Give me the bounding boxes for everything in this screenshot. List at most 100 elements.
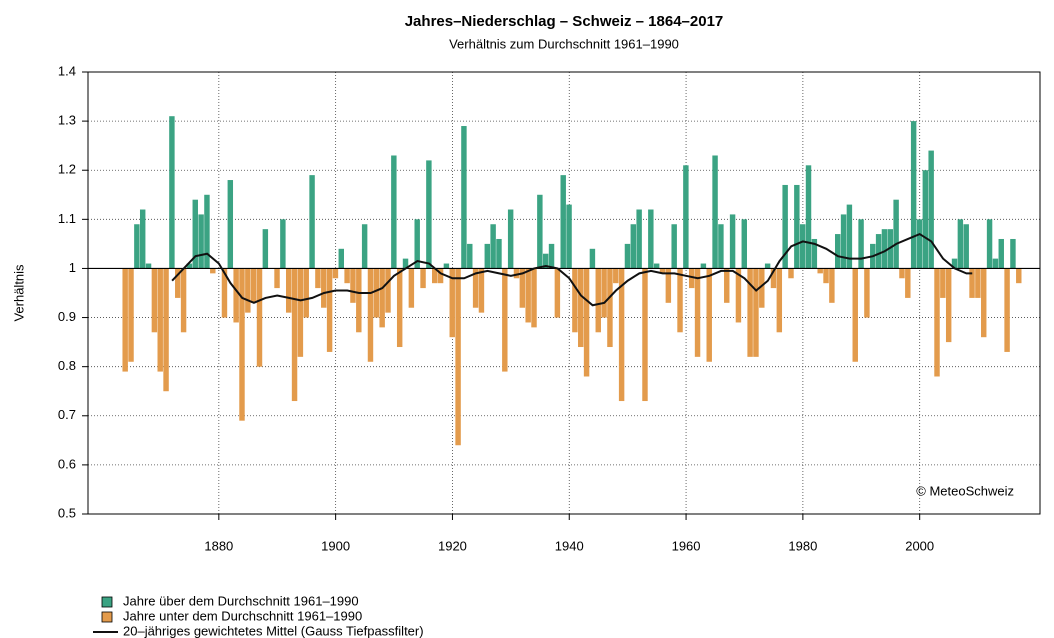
bar xyxy=(472,268,479,308)
bar xyxy=(420,268,426,289)
bar xyxy=(776,268,783,333)
bar xyxy=(998,238,1004,269)
bar xyxy=(449,268,455,338)
bar xyxy=(986,219,993,269)
bar xyxy=(548,243,555,269)
bar xyxy=(963,224,969,269)
plot-frame xyxy=(87,71,1041,515)
bar xyxy=(297,268,304,357)
bar xyxy=(613,268,619,284)
bar xyxy=(846,204,853,269)
bar xyxy=(525,268,531,323)
bar xyxy=(969,268,975,298)
bar xyxy=(659,268,666,274)
bar xyxy=(642,268,648,402)
bar xyxy=(332,268,339,279)
bar xyxy=(741,219,747,269)
bar xyxy=(496,238,502,269)
bar xyxy=(455,268,461,446)
bar xyxy=(408,268,415,308)
bar xyxy=(747,268,753,357)
bar xyxy=(303,268,309,318)
bar xyxy=(834,234,841,269)
bar xyxy=(560,175,566,269)
bar xyxy=(478,268,485,313)
bar xyxy=(572,268,578,333)
bar xyxy=(192,199,198,269)
y-tick-label: 1.1 xyxy=(58,211,76,226)
bar xyxy=(683,165,689,269)
legend-label: Jahre unter dem Durchschnitt 1961–1990 xyxy=(123,608,362,623)
bar xyxy=(432,268,438,284)
bar xyxy=(204,194,210,269)
y-tick-label: 0.8 xyxy=(58,358,76,373)
bar xyxy=(753,268,759,357)
bar xyxy=(899,268,905,279)
bar xyxy=(414,219,420,269)
bar xyxy=(338,248,344,269)
bar xyxy=(356,268,362,333)
bar xyxy=(163,268,169,392)
bar xyxy=(402,258,409,269)
bar xyxy=(566,204,572,269)
bar xyxy=(764,263,771,269)
bar xyxy=(280,219,286,269)
bar xyxy=(718,224,724,269)
bar xyxy=(893,199,899,269)
bar xyxy=(437,268,444,284)
bar xyxy=(122,268,128,372)
legend-label: Jahre über dem Durchschnitt 1961–1990 xyxy=(123,593,359,608)
bar xyxy=(601,268,607,318)
bar xyxy=(671,224,677,269)
bar xyxy=(811,238,818,269)
bar xyxy=(145,263,152,269)
bar xyxy=(385,268,391,313)
bar xyxy=(490,224,496,269)
bar xyxy=(945,268,952,343)
bar xyxy=(922,170,929,269)
x-tick-label: 1940 xyxy=(555,538,584,553)
bar xyxy=(134,224,140,269)
bar xyxy=(794,184,800,269)
y-tick-label: 1.4 xyxy=(58,63,76,78)
bar xyxy=(175,268,181,298)
bar xyxy=(823,268,829,284)
bar xyxy=(367,268,374,362)
bar xyxy=(344,268,350,284)
x-tick-label: 2000 xyxy=(905,538,934,553)
bar xyxy=(636,209,642,269)
bar xyxy=(992,258,999,269)
bar xyxy=(250,268,257,303)
bar xyxy=(648,209,654,269)
y-tick-label: 0.9 xyxy=(58,309,76,324)
bar xyxy=(817,268,823,274)
legend-swatch xyxy=(101,611,113,623)
x-tick-label: 1960 xyxy=(672,538,701,553)
chart-subtitle: Verhältnis zum Durchschnitt 1961–1990 xyxy=(449,36,679,51)
bar xyxy=(326,268,333,352)
bar xyxy=(578,268,584,348)
bar xyxy=(770,268,777,289)
bar xyxy=(157,268,163,372)
bar xyxy=(595,268,601,333)
bar xyxy=(735,268,742,323)
bar xyxy=(858,219,864,269)
bar xyxy=(1016,268,1022,284)
x-tick-label: 1900 xyxy=(321,538,350,553)
bar xyxy=(910,121,917,269)
bar xyxy=(443,263,450,269)
bar xyxy=(688,268,695,289)
bar xyxy=(513,268,520,279)
bar xyxy=(291,268,298,402)
bar xyxy=(426,160,432,269)
bar xyxy=(583,268,590,377)
bar xyxy=(916,219,923,269)
bar xyxy=(665,268,672,303)
y-tick-label: 1 xyxy=(69,260,76,275)
bar xyxy=(1010,238,1016,269)
bar xyxy=(905,268,911,298)
bar xyxy=(875,234,882,269)
bar xyxy=(607,268,613,348)
bar xyxy=(507,209,514,269)
bar xyxy=(227,180,234,269)
